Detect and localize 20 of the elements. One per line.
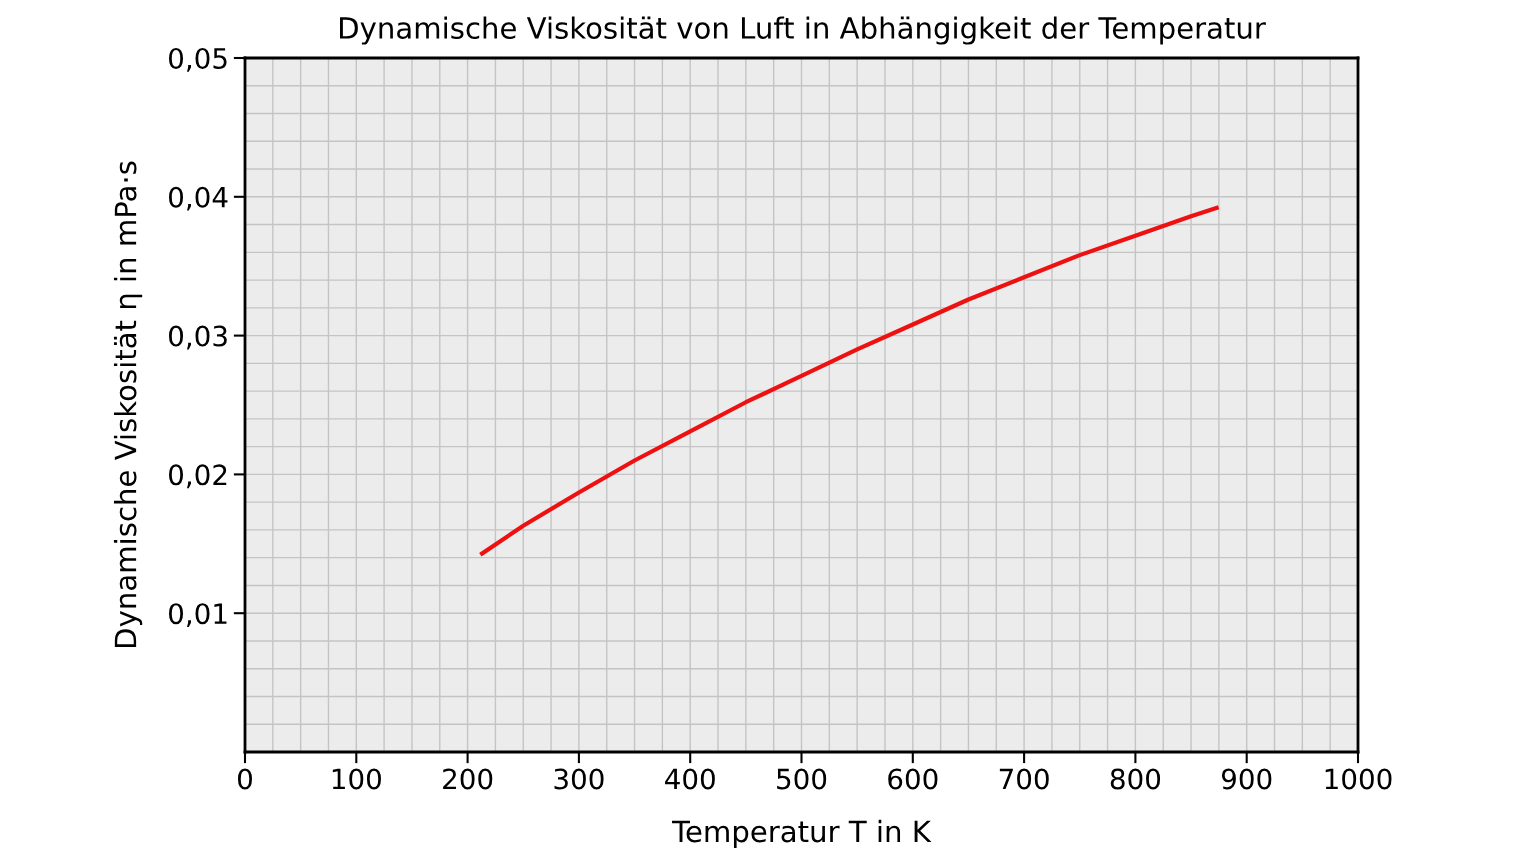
x-tick-label: 200	[443, 768, 493, 790]
x-tick-label: 700	[999, 768, 1049, 790]
y-axis-title: Dynamische Viskosität η in mPa·s	[113, 161, 143, 648]
y-tick-label: 0,03	[169, 325, 227, 350]
chart-title: Dynamische Viskosität von Luft in Abhängigkeit der Temperatur	[340, 16, 1266, 45]
x-tick-label: 0	[237, 768, 252, 790]
x-tick-label: 300	[554, 768, 604, 790]
y-tick-label: 0,01	[169, 603, 227, 627]
x-tick-label: 800	[1110, 768, 1161, 790]
x-tick-label: 600	[888, 768, 938, 790]
line-series	[479, 205, 1219, 556]
x-tick-label: 400	[665, 768, 715, 790]
y-tick-label: 0,05	[169, 47, 227, 72]
x-tick-label: 900	[1221, 768, 1272, 790]
x-tick-label: 100	[332, 768, 381, 790]
x-axis-title: Temperatur T in K	[672, 819, 932, 849]
y-tick-label: 0,02	[169, 464, 227, 489]
y-tick-label: 0,04	[169, 186, 228, 211]
x-tick-label: 500	[777, 768, 827, 790]
x-tick-label: 1000	[1325, 768, 1392, 790]
